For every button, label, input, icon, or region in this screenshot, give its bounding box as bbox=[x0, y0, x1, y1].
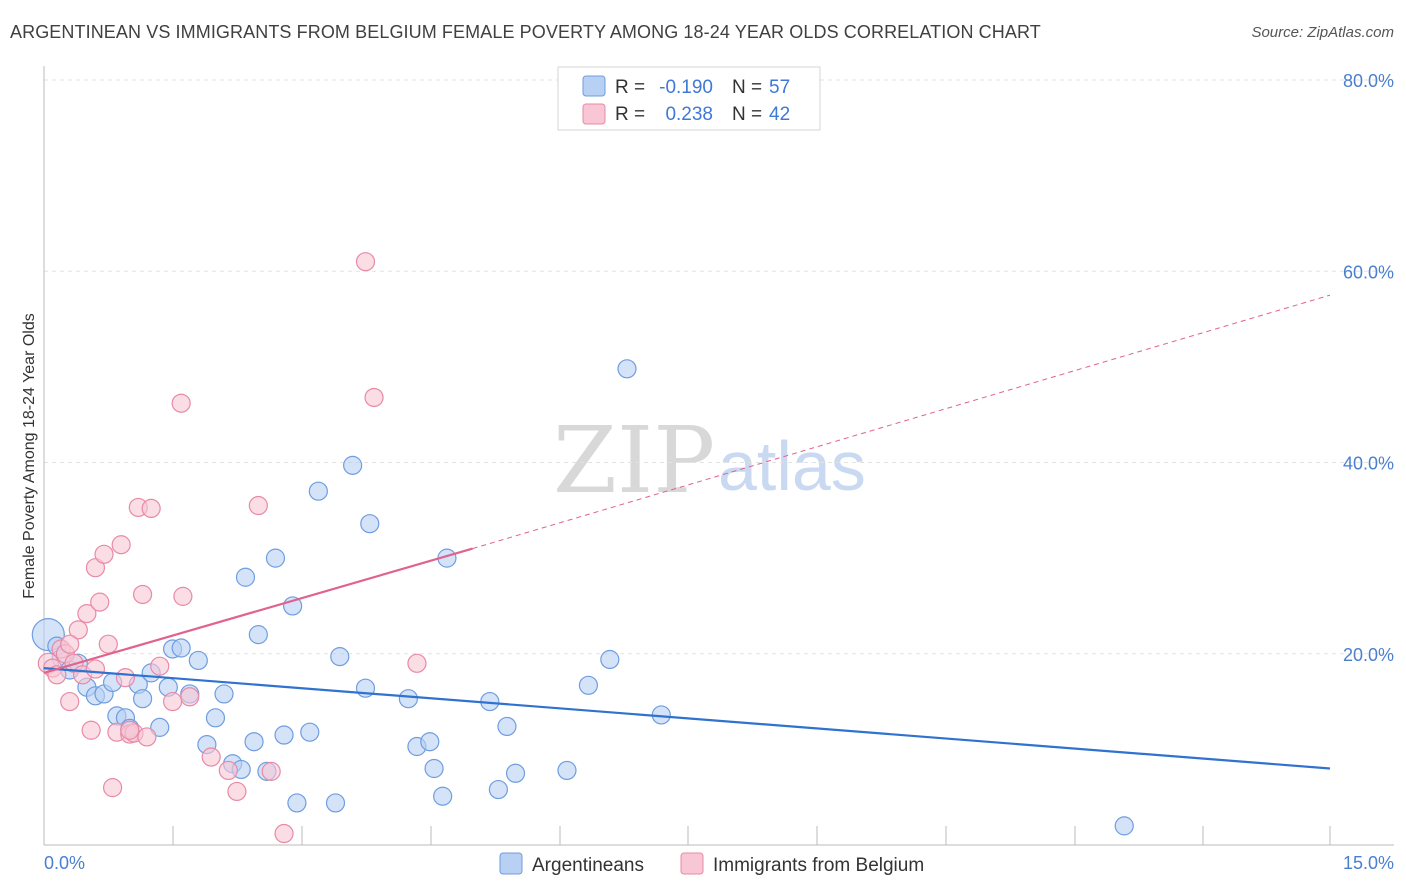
bottom-legend-label-argentineans: Argentineans bbox=[532, 855, 644, 876]
belgium-point bbox=[111, 535, 131, 555]
legend-n-value-2: 42 bbox=[769, 104, 790, 125]
argentineans-point bbox=[235, 567, 256, 587]
chart-title: ARGENTINEAN VS IMMIGRANTS FROM BELGIUM F… bbox=[10, 22, 1041, 42]
legend-r-value-2: 0.238 bbox=[665, 104, 713, 125]
belgium-point bbox=[163, 691, 183, 712]
trend-line-belgium bbox=[43, 547, 473, 674]
trend-line-argentineans bbox=[43, 666, 1331, 770]
argentineans-point bbox=[600, 649, 620, 670]
argentineans-point bbox=[505, 763, 526, 783]
argentineans-point bbox=[497, 716, 517, 737]
argentineans-point bbox=[325, 793, 346, 813]
x-axis-ticks bbox=[43, 826, 1331, 845]
series-belgium-points bbox=[37, 252, 427, 844]
belgium-point bbox=[60, 691, 80, 712]
argentineans-point bbox=[248, 625, 268, 645]
argentineans-point bbox=[274, 725, 294, 745]
argentineans-point bbox=[433, 786, 453, 806]
belgium-point bbox=[355, 252, 376, 272]
trend-lines bbox=[43, 294, 1331, 770]
correlation-legend: R = -0.190 N = 57 R = 0.238 N = 42 bbox=[557, 66, 821, 131]
argentineans-point bbox=[424, 758, 444, 779]
argentineans-point bbox=[360, 514, 380, 534]
belgium-point bbox=[218, 760, 238, 781]
belgium-point bbox=[115, 668, 136, 688]
belgium-point bbox=[60, 634, 80, 654]
belgium-point bbox=[274, 823, 294, 844]
argentineans-point bbox=[214, 684, 234, 704]
belgium-point bbox=[173, 586, 193, 606]
y-tick-label-40: 40.0% bbox=[1343, 454, 1394, 474]
belgium-point bbox=[132, 584, 153, 605]
argentineans-point bbox=[308, 481, 328, 501]
argentineans-point bbox=[287, 793, 307, 813]
belgium-point bbox=[102, 778, 123, 798]
argentineans-point bbox=[188, 650, 208, 671]
legend-n-label-2: N = bbox=[732, 104, 762, 125]
belgium-point bbox=[227, 781, 247, 802]
argentineans-point bbox=[557, 760, 577, 781]
argentineans-point bbox=[330, 647, 350, 667]
legend-n-label-1: N = bbox=[732, 77, 762, 98]
belgium-point bbox=[201, 747, 221, 767]
watermark-atlas: atlas bbox=[718, 427, 866, 505]
y-axis-title: Female Poverty Among 18-24 Year Olds bbox=[21, 313, 38, 599]
argentineans-point bbox=[300, 722, 320, 742]
bottom-legend-swatch-argentineans bbox=[499, 852, 523, 875]
belgium-point bbox=[85, 659, 106, 679]
argentineans-point bbox=[420, 732, 440, 752]
y-tick-label-60: 60.0% bbox=[1343, 262, 1394, 282]
belgium-point bbox=[261, 761, 281, 781]
belgium-point bbox=[85, 558, 106, 578]
belgium-point bbox=[180, 687, 200, 707]
argentineans-point bbox=[244, 732, 264, 752]
belgium-point bbox=[407, 653, 427, 673]
argentineans-point bbox=[132, 689, 153, 709]
gridlines bbox=[44, 79, 1394, 655]
belgium-point bbox=[81, 720, 101, 740]
argentineans-point bbox=[578, 675, 599, 695]
legend-r-label-1: R = bbox=[615, 77, 645, 98]
belgium-point bbox=[141, 498, 161, 518]
argentineans-point bbox=[617, 359, 637, 379]
belgium-point bbox=[248, 495, 268, 516]
legend-n-value-1: 57 bbox=[769, 77, 790, 98]
belgium-point bbox=[137, 727, 157, 747]
bottom-legend-label-belgium: Immigrants from Belgium bbox=[713, 855, 924, 876]
argentineans-point bbox=[1114, 816, 1134, 836]
argentineans-point bbox=[343, 455, 363, 475]
y-tick-label-20: 20.0% bbox=[1343, 645, 1394, 665]
watermark-zip: ZIP bbox=[553, 407, 715, 514]
y-tick-labels: 20.0% 40.0% 60.0% 80.0% bbox=[1343, 71, 1394, 665]
belgium-point bbox=[94, 544, 114, 564]
argentineans-point bbox=[488, 779, 508, 800]
belgium-point bbox=[171, 393, 191, 413]
legend-swatch-argentineans bbox=[582, 75, 606, 97]
source-credit: Source: ZipAtlas.com bbox=[1251, 24, 1394, 41]
belgium-point bbox=[150, 656, 170, 676]
argentineans-point bbox=[398, 689, 418, 709]
legend-r-label-2: R = bbox=[615, 104, 645, 125]
argentineans-point bbox=[205, 708, 226, 728]
trend-line-belgium-extrapolated bbox=[472, 294, 1331, 550]
x-tick-label-min: 0.0% bbox=[44, 853, 85, 873]
belgium-point bbox=[98, 634, 118, 654]
x-tick-label-max: 15.0% bbox=[1343, 853, 1394, 873]
belgium-point bbox=[120, 720, 140, 740]
belgium-point bbox=[77, 603, 97, 624]
bottom-legend-swatch-belgium bbox=[680, 852, 704, 875]
legend-swatch-belgium bbox=[582, 103, 606, 125]
belgium-point bbox=[90, 592, 110, 612]
argentineans-point bbox=[150, 717, 170, 737]
watermark: ZIP atlas bbox=[553, 407, 866, 514]
legend-r-value-1: -0.190 bbox=[659, 77, 713, 98]
belgium-point bbox=[364, 387, 384, 408]
series-legend: Argentineans Immigrants from Belgium bbox=[499, 852, 924, 876]
y-tick-label-80: 80.0% bbox=[1343, 71, 1394, 91]
argentineans-point bbox=[265, 548, 286, 568]
belgium-point bbox=[68, 620, 88, 640]
argentineans-point bbox=[171, 638, 191, 658]
